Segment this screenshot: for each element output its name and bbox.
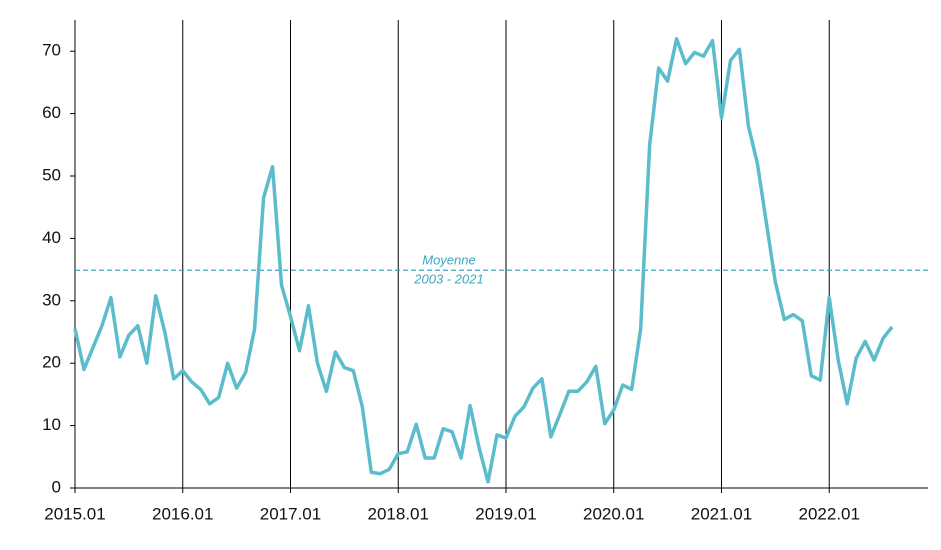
y-tick-label: 30 <box>42 290 61 309</box>
x-tick-label: 2021.01 <box>691 504 752 523</box>
x-tick-label: 2017.01 <box>260 504 321 523</box>
x-tick-label: 2016.01 <box>152 504 213 523</box>
y-tick-label: 70 <box>42 41 61 60</box>
x-tick-label: 2022.01 <box>799 504 860 523</box>
y-tick-label: 20 <box>42 353 61 372</box>
mean-label: 2003 - 2021 <box>413 272 483 287</box>
x-tick-label: 2018.01 <box>368 504 429 523</box>
y-tick-label: 50 <box>42 165 61 184</box>
y-tick-label: 0 <box>52 477 61 496</box>
x-tick-label: 2020.01 <box>583 504 644 523</box>
y-tick-label: 40 <box>42 228 61 247</box>
y-tick-label: 10 <box>42 415 61 434</box>
data-line <box>73 36 894 484</box>
mean-label: Moyenne <box>422 253 475 268</box>
x-tick-label: 2015.01 <box>44 504 105 523</box>
y-tick-label: 60 <box>42 103 61 122</box>
x-tick-label: 2019.01 <box>475 504 536 523</box>
